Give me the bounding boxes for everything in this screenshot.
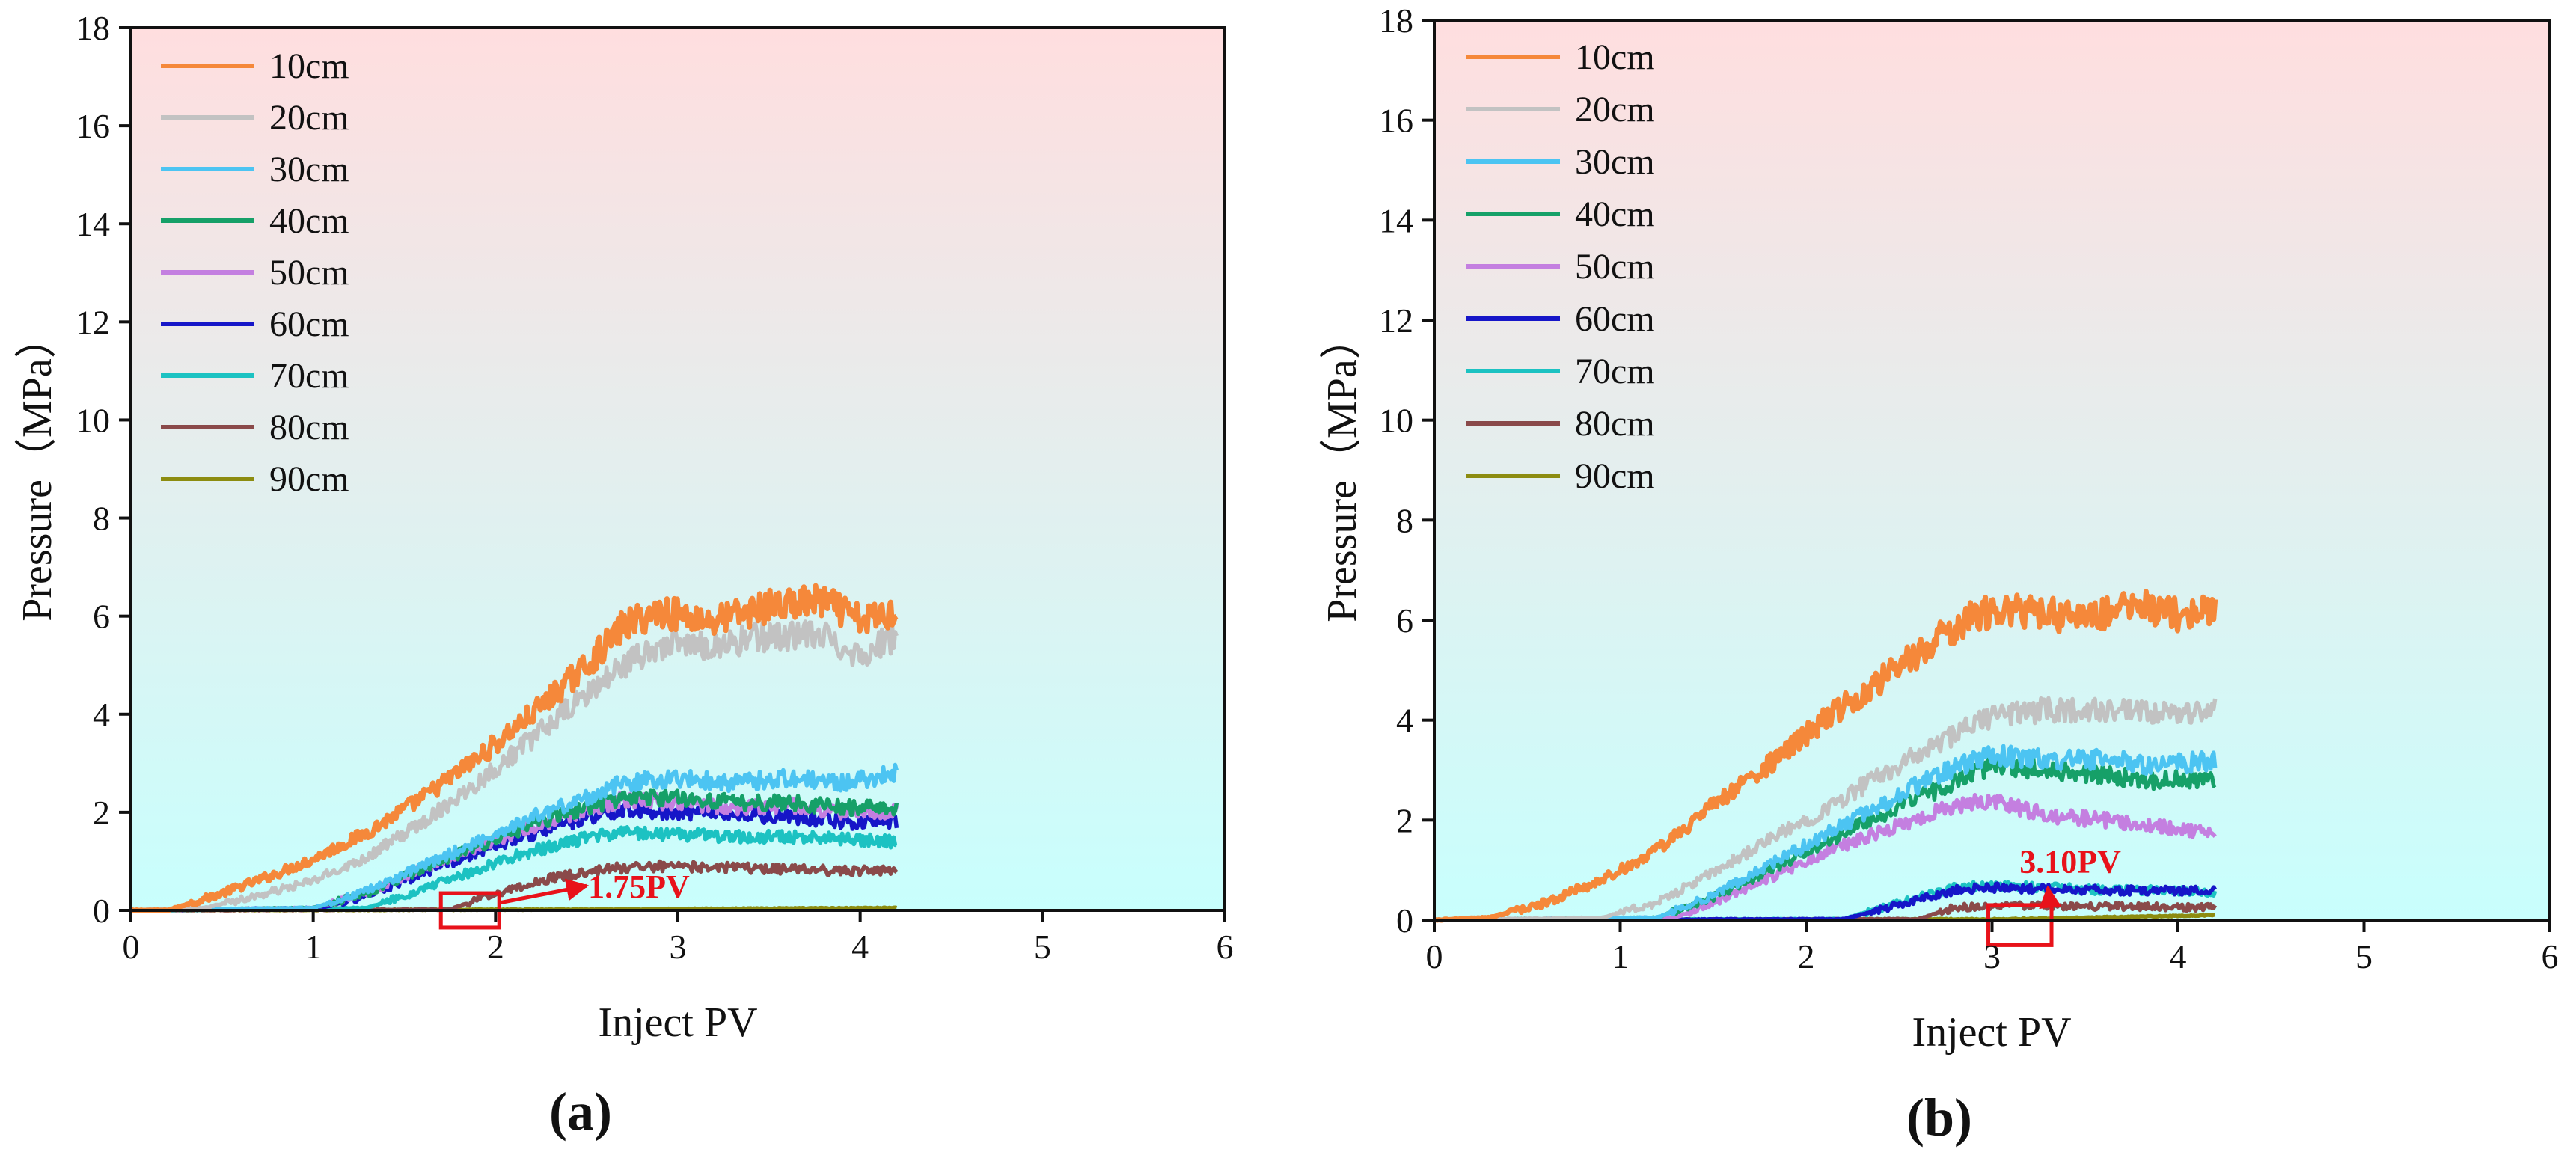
legend-label-40cm: 40cm [1575, 194, 1655, 234]
series-group-a [129, 583, 899, 913]
legend-label-80cm: 80cm [1575, 404, 1655, 444]
series-line-20cm [1434, 696, 2218, 922]
legend-b: 10cm 20cm 30cm 40cm 50cm 60cm 70cm 80cm 90cm [1466, 37, 1655, 496]
legend-label-10cm: 10cm [269, 46, 349, 86]
x-tick-label: 6 [2542, 937, 2559, 975]
legend-label-90cm: 90cm [1575, 456, 1655, 496]
y-ticks-b: 0 2 4 6 8 10 12 14 16 18 [1379, 1, 1434, 940]
x-tick-label: 2 [487, 928, 504, 966]
x-tick-label: 2 [1798, 937, 1815, 975]
y-tick-label: 6 [1396, 601, 1413, 640]
legend-label-50cm: 50cm [1575, 247, 1655, 287]
legend-label-20cm: 20cm [269, 98, 349, 138]
y-tick-label: 6 [93, 598, 110, 636]
y-tick-label: 0 [1396, 901, 1413, 940]
x-tick-label: 0 [1426, 937, 1443, 975]
x-tick-label: 5 [1034, 928, 1051, 966]
legend-label-90cm: 90cm [269, 459, 349, 499]
panel-label-a: (a) [549, 1082, 612, 1142]
panel-label-b: (b) [1906, 1088, 1972, 1148]
y-tick-label: 12 [76, 303, 110, 341]
x-tick-label: 0 [123, 928, 140, 966]
legend-label-80cm: 80cm [269, 408, 349, 447]
x-ticks-a: 0 1 2 3 4 5 6 [123, 910, 1234, 966]
plot-background-a [131, 28, 1225, 910]
y-tick-label: 16 [76, 107, 110, 145]
x-axis-label-a: Inject PV [598, 999, 757, 1046]
annotation-b: 3.10PV [1986, 844, 2121, 947]
y-tick-label: 0 [93, 892, 110, 930]
x-ticks-b: 0 1 2 3 4 5 6 [1426, 920, 2559, 975]
y-axis-label-b: Pressure（MPa） [1319, 317, 1365, 622]
y-tick-label: 2 [93, 794, 110, 832]
x-tick-label: 1 [305, 928, 322, 966]
y-tick-label: 4 [1396, 702, 1413, 740]
annotation-label: 1.75PV [588, 868, 690, 905]
y-tick-label: 18 [1379, 1, 1413, 40]
y-tick-label: 14 [1379, 201, 1413, 239]
x-tick-label: 4 [851, 928, 869, 966]
y-tick-label: 12 [1379, 301, 1413, 340]
legend-label-30cm: 30cm [269, 150, 349, 189]
y-tick-label: 4 [93, 696, 110, 734]
legend-label-10cm: 10cm [1575, 37, 1655, 77]
legend-label-60cm: 60cm [269, 304, 349, 344]
legend-label-20cm: 20cm [1575, 90, 1655, 129]
annotation-label: 3.10PV [2019, 844, 2121, 880]
x-tick-label: 6 [1217, 928, 1234, 966]
annotation-arrow [498, 878, 590, 905]
x-tick-label: 4 [2170, 937, 2187, 975]
y-tick-label: 16 [1379, 102, 1413, 140]
y-tick-label: 10 [76, 401, 110, 439]
x-tick-label: 3 [670, 928, 687, 966]
y-ticks-a: 0 2 4 6 8 10 12 14 16 18 [76, 9, 131, 930]
x-tick-label: 1 [1612, 937, 1629, 975]
y-tick-label: 14 [76, 205, 110, 243]
legend-label-50cm: 50cm [269, 253, 349, 292]
x-tick-label: 3 [1983, 937, 2001, 975]
annotation-arrow [2039, 885, 2062, 910]
x-axis-label-b: Inject PV [1912, 1009, 2071, 1056]
legend-label-30cm: 30cm [1575, 142, 1655, 182]
y-tick-label: 10 [1379, 402, 1413, 440]
legend-label-70cm: 70cm [1575, 352, 1655, 391]
plot-background-b [1434, 20, 2550, 920]
y-tick-label: 8 [93, 500, 110, 538]
y-tick-label: 2 [1396, 801, 1413, 839]
legend-a: 10cm 20cm 30cm 40cm 50cm 60cm 70cm 80cm 90cm [161, 46, 349, 499]
legend-label-40cm: 40cm [269, 201, 349, 241]
series-line-30cm [130, 762, 899, 913]
legend-label-70cm: 70cm [269, 356, 349, 396]
series-line-10cm [1433, 589, 2218, 923]
series-line-20cm [130, 619, 899, 913]
annotation-box [1986, 903, 2054, 947]
x-tick-label: 5 [2355, 937, 2372, 975]
y-axis-label-a: Pressure（MPa） [14, 316, 61, 622]
series-line-10cm [129, 583, 899, 913]
y-tick-label: 8 [1396, 501, 1413, 539]
y-tick-label: 18 [76, 9, 110, 47]
legend-label-60cm: 60cm [1575, 299, 1655, 339]
